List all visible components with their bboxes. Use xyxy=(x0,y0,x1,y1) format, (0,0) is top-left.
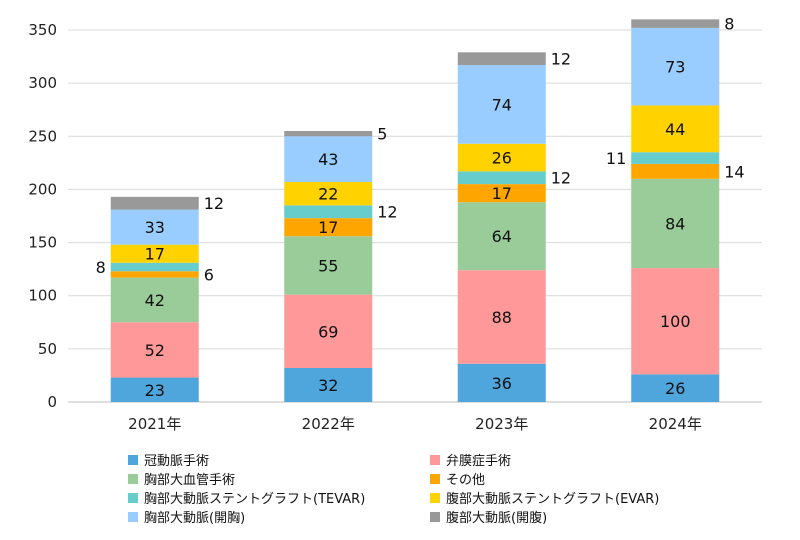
legend-label: 弁膜症手術 xyxy=(446,454,511,469)
data-label: 100 xyxy=(660,312,691,331)
data-label: 33 xyxy=(145,218,165,237)
bar-segment xyxy=(457,363,546,402)
legend-label: 腹部大動脈ステントグラフト(EVAR) xyxy=(446,491,659,507)
bar-segment xyxy=(631,19,720,28)
y-tick-label: 150 xyxy=(28,234,57,252)
data-label: 52 xyxy=(145,341,165,360)
data-label: 12 xyxy=(204,194,224,213)
legend-label: 胸部大動脈(開胸) xyxy=(144,511,245,526)
bar-segment xyxy=(631,27,720,106)
bar-segment xyxy=(631,178,720,269)
y-tick-label: 0 xyxy=(47,393,57,411)
data-label: 11 xyxy=(606,149,626,168)
data-label: 36 xyxy=(492,374,512,393)
bar-segment xyxy=(631,152,720,164)
legend-swatch xyxy=(430,512,440,522)
bar-segment xyxy=(110,209,199,245)
data-label: 17 xyxy=(492,184,512,203)
legend-swatch xyxy=(128,455,138,465)
x-tick-label: 2022年 xyxy=(302,415,355,433)
legend-label: 胸部大動脈ステントグラフト(TEVAR) xyxy=(144,492,365,507)
bar-segment xyxy=(457,65,546,144)
data-label: 55 xyxy=(318,256,338,275)
legend-swatch xyxy=(128,474,138,484)
legend-label: その他 xyxy=(446,473,485,488)
bar-segment xyxy=(631,105,720,153)
data-label: 8 xyxy=(96,258,106,277)
bar-segment xyxy=(110,262,199,272)
data-label: 88 xyxy=(492,308,512,327)
legend-swatch xyxy=(128,512,138,522)
y-tick-label: 200 xyxy=(28,180,57,198)
bar-segment xyxy=(457,143,546,172)
bar-segment xyxy=(110,322,199,378)
bar-segment xyxy=(284,136,373,182)
data-label: 69 xyxy=(318,322,338,341)
bar-segment xyxy=(457,270,546,364)
legend-swatch xyxy=(128,493,138,503)
bar-segment xyxy=(284,294,373,368)
legend-label: 腹部大動脈(開腹) xyxy=(446,510,547,526)
data-label: 23 xyxy=(145,381,165,400)
data-label: 12 xyxy=(377,203,397,222)
bar-segment xyxy=(284,236,373,295)
bar-segment xyxy=(457,202,546,271)
bar-segment xyxy=(284,205,373,219)
data-label: 73 xyxy=(665,58,685,77)
data-label: 6 xyxy=(204,265,214,284)
bar-segment xyxy=(631,268,720,375)
data-label: 22 xyxy=(318,185,338,204)
data-label: 32 xyxy=(318,376,338,395)
data-label: 42 xyxy=(145,291,165,310)
legend-label: 胸部大血管手術 xyxy=(144,473,235,488)
legend-label: 冠動脈手術 xyxy=(144,454,209,469)
bar-segment xyxy=(284,130,373,137)
data-label: 44 xyxy=(665,120,685,139)
bar-segment xyxy=(110,277,199,323)
x-tick-label: 2021年 xyxy=(128,415,181,433)
data-label: 8 xyxy=(724,15,734,34)
bar-segment xyxy=(631,163,720,179)
data-label: 5 xyxy=(377,125,387,144)
data-label: 17 xyxy=(318,218,338,237)
legend-swatch xyxy=(430,455,440,465)
bar-segment xyxy=(457,184,546,203)
data-label: 12 xyxy=(551,50,571,69)
bar-segment xyxy=(110,196,199,210)
y-tick-label: 100 xyxy=(28,287,57,305)
bar-segment xyxy=(284,181,373,206)
legend-swatch xyxy=(430,493,440,503)
x-tick-label: 2023年 xyxy=(475,415,528,433)
data-label: 64 xyxy=(492,227,512,246)
data-label: 12 xyxy=(551,169,571,188)
bar-segment xyxy=(457,171,546,185)
x-tick-label: 2024年 xyxy=(649,415,702,433)
legend-swatch xyxy=(430,474,440,484)
data-label: 26 xyxy=(665,379,685,398)
bar-segment xyxy=(110,271,199,278)
y-tick-label: 50 xyxy=(38,340,57,358)
data-label: 43 xyxy=(318,150,338,169)
bar-segment xyxy=(631,374,720,402)
bar-segment xyxy=(110,377,199,402)
data-label: 74 xyxy=(492,95,512,114)
data-label: 84 xyxy=(665,214,685,233)
data-label: 26 xyxy=(492,149,512,168)
bar-segment xyxy=(284,367,373,402)
data-label: 14 xyxy=(724,162,744,181)
data-label: 17 xyxy=(145,245,165,264)
bar-segment xyxy=(284,218,373,237)
y-tick-label: 350 xyxy=(28,21,57,39)
bar-segment xyxy=(457,52,546,66)
y-tick-label: 300 xyxy=(28,74,57,92)
y-tick-label: 250 xyxy=(28,127,57,145)
bar-segment xyxy=(110,244,199,263)
